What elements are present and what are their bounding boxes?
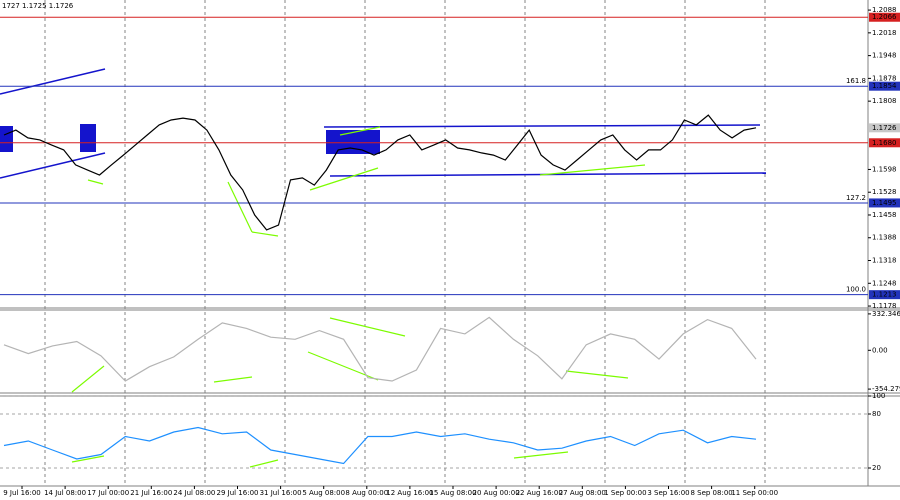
level-label: 1.2066	[872, 13, 897, 21]
level-tag	[869, 290, 900, 300]
level-label: 1.1854	[872, 82, 897, 90]
x-tick-label: 27 Aug 08:00	[559, 489, 606, 497]
x-tick-label: 11 Sep 00:00	[731, 489, 778, 497]
x-tick-label: 3 Sep 16:00	[647, 489, 689, 497]
series-line	[3, 114, 757, 231]
x-tick-label: 8 Aug 00:00	[345, 489, 388, 497]
x-tick-label: 1 Sep 00:00	[604, 489, 646, 497]
x-tick-label: 17 Jul 00:00	[87, 489, 129, 497]
series-line	[3, 316, 757, 382]
x-tick-label: 5 Aug 08:00	[302, 489, 345, 497]
series-line	[3, 426, 757, 465]
x-tick-label: 24 Jul 08:00	[173, 489, 215, 497]
y-tick-label: 332.3467	[872, 310, 900, 318]
current-price-tag	[869, 123, 900, 133]
x-tick-label: 14 Jul 08:00	[44, 489, 86, 497]
level-tag	[869, 12, 900, 22]
x-tick-label: 21 Jul 16:00	[130, 489, 172, 497]
level-tag	[869, 138, 900, 148]
y-tick-label: 1.2018	[872, 29, 897, 37]
fib-label: 100.0	[846, 286, 866, 294]
y-tick-label: 1.1808	[872, 97, 897, 105]
x-tick-label: 31 Jul 16:00	[260, 489, 302, 497]
y-tick-label: 1.1878	[872, 74, 897, 82]
y-tick-label: -354.279	[872, 385, 900, 393]
level-label: 1.1213	[872, 291, 897, 299]
y-tick-label: 1.1388	[872, 234, 897, 242]
y-tick-label: 1.1528	[872, 188, 897, 196]
quote-header: 1727 1.1725 1.1726	[2, 2, 74, 10]
y-tick-label: 100	[872, 392, 885, 400]
y-tick-label: 1.1458	[872, 211, 897, 219]
x-tick-label: 15 Aug 08:00	[429, 489, 476, 497]
y-tick-label: 1.1178	[872, 302, 897, 310]
fib-label: 127.2	[846, 194, 866, 202]
fib-label: 161.8	[846, 77, 866, 85]
x-tick-label: 9 Jul 16:00	[3, 489, 41, 497]
y-tick-label: 1.1598	[872, 165, 897, 173]
x-tick-label: 29 Jul 16:00	[217, 489, 259, 497]
panel-borders	[0, 0, 900, 487]
level-label: 1.1680	[872, 139, 897, 147]
level-tag	[869, 81, 900, 91]
x-tick-label: 8 Sep 08:00	[690, 489, 732, 497]
current-price-label: 1.1726	[872, 124, 897, 132]
y-tick-label: 80	[872, 410, 881, 418]
y-tick-label: 0.00	[872, 346, 888, 354]
x-tick-label: 20 Aug 00:00	[472, 489, 519, 497]
x-tick-label: 12 Aug 16:00	[386, 489, 433, 497]
y-tick-label: 20	[872, 464, 881, 472]
y-tick-label: 1.1318	[872, 257, 897, 265]
y-tick-label: 1.2088	[872, 6, 897, 14]
y-tick-label: 1.1248	[872, 279, 897, 287]
x-tick-label: 22 Aug 16:00	[516, 489, 563, 497]
level-tag	[869, 198, 900, 208]
level-label: 1.1495	[872, 199, 897, 207]
drawings	[0, 68, 767, 468]
y-tick-label: 1.1948	[872, 52, 897, 60]
